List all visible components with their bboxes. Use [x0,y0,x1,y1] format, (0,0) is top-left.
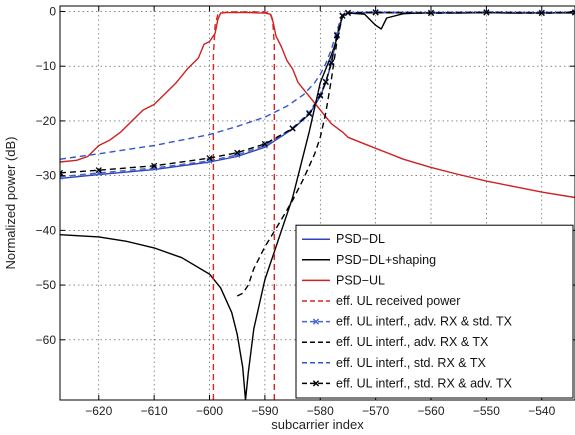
series-point-marker [234,151,241,158]
x-tick-label: −540 [528,404,555,418]
plot-frame [59,5,575,401]
legend-label: eff. UL received power [336,294,460,308]
series-point-marker [333,32,340,39]
y-tick-label: −10 [36,59,57,73]
series-point-marker [289,125,296,132]
series-point-marker [317,92,324,99]
series-point-marker [234,149,241,156]
legend-item: eff. UL interf., adv. RX & TX [302,335,489,349]
legend-item: PSD−UL [302,273,385,287]
series-point-marker [306,110,313,117]
y-tick-label: −20 [36,114,57,128]
legend-label: eff. UL interf., std. RX & adv. TX [336,376,513,390]
y-tick-label: 0 [49,4,56,18]
series-psd-ul [60,11,575,199]
series-point-marker [538,10,545,17]
y-tick-label: −60 [36,333,57,347]
legend-label: eff. UL interf., adv. RX & TX [336,335,489,349]
x-tick-label: −580 [307,404,334,418]
x-axis-label: subcarrier index [271,417,364,432]
legend-item: eff. UL interf., adv. RX & std. TX [302,315,513,329]
x-tick-label: −570 [362,404,389,418]
legend-item: eff. UL interf., std. RX & TX [302,356,486,370]
legend-item: eff. UL received power [302,294,460,308]
series-point-marker [151,162,158,169]
series-point-marker [483,9,490,16]
series-point-marker [571,9,575,16]
x-tick-label: −550 [473,404,500,418]
legend-label: PSD−DL [336,232,385,246]
x-tick-label: −560 [418,404,445,418]
x-tick-label: −590 [251,404,278,418]
x-tick-label: −620 [85,404,112,418]
series-point-marker [206,155,213,162]
x-tick-label: −610 [141,404,168,418]
y-axis-label: Normalized power (dB) [3,137,18,270]
series-point-marker [322,79,329,86]
legend-label: eff. UL interf., adv. RX & std. TX [336,315,513,329]
y-tick-label: −30 [36,169,57,183]
legend-label: PSD−DL+shaping [336,253,436,267]
series-point-marker [60,169,64,176]
x-tick-label: −600 [196,404,223,418]
series-point-marker [372,9,379,16]
ticks: −620 −610 −600 −590 −580 −570 −560 −550 −540 0 −10… [36,4,575,418]
y-tick-label: −40 [36,223,57,237]
series-point-marker [95,167,102,174]
series-point-marker [344,10,352,17]
legend-item: PSD−DL+shaping [302,253,436,267]
series-point-marker [328,59,335,66]
legend-marker [312,380,320,387]
series-eff-ul-interf-std-rx-adv-tx [60,9,575,176]
series-line [60,11,575,199]
legend-item: PSD−DL [302,232,385,246]
legend: PSD−DL PSD−DL+shaping PSD−UL eff. UL receiv… [295,224,574,399]
y-tick-label: −50 [36,278,57,292]
legend-marker [312,318,320,325]
series-point-marker [339,12,346,19]
series-layer [60,8,575,400]
legend-label: eff. UL interf., std. RX & TX [336,356,486,370]
legend-box [295,224,574,399]
series-point-marker [261,140,268,147]
legend-item: eff. UL interf., std. RX & adv. TX [302,376,513,390]
legend-label: PSD−UL [336,273,385,287]
series-point-marker [427,10,435,17]
